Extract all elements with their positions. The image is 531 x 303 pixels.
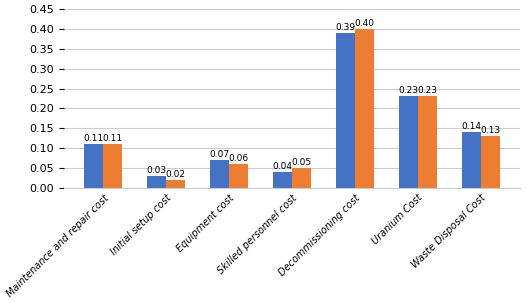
Text: 0.06: 0.06	[228, 154, 249, 163]
Text: 0.07: 0.07	[210, 150, 230, 159]
Bar	[104, 144, 122, 188]
Bar	[273, 172, 292, 188]
Text: 0.11: 0.11	[102, 134, 123, 143]
Bar	[355, 29, 374, 188]
Text: 0.13: 0.13	[480, 126, 500, 135]
Bar	[166, 180, 185, 188]
Text: 0.04: 0.04	[272, 162, 293, 171]
Text: 0.05: 0.05	[292, 158, 312, 167]
Text: 0.39: 0.39	[336, 23, 356, 32]
Text: 0.14: 0.14	[461, 122, 481, 131]
Text: 0.11: 0.11	[84, 134, 104, 143]
Bar	[84, 144, 104, 188]
Text: 0.03: 0.03	[147, 166, 167, 175]
Bar	[481, 136, 500, 188]
Text: 0.02: 0.02	[166, 170, 186, 179]
Bar	[399, 96, 418, 188]
Bar	[292, 168, 311, 188]
Text: 0.23: 0.23	[417, 86, 438, 95]
Bar	[336, 33, 355, 188]
Bar	[462, 132, 481, 188]
Bar	[418, 96, 436, 188]
Text: 0.40: 0.40	[354, 19, 374, 28]
Text: 0.23: 0.23	[398, 86, 418, 95]
Bar	[229, 164, 248, 188]
Bar	[148, 176, 166, 188]
Bar	[210, 160, 229, 188]
